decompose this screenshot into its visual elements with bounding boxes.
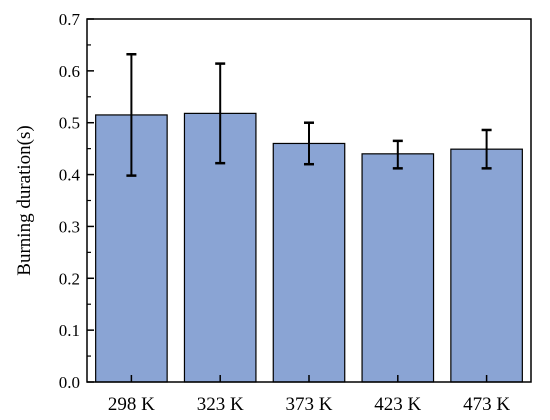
x-tick-label: 473 K bbox=[463, 394, 510, 415]
y-axis-label: Burning duration(s) bbox=[14, 125, 35, 275]
bar bbox=[272, 142, 346, 383]
y-tick-label: 0.1 bbox=[59, 321, 80, 340]
error-bars-layer bbox=[126, 53, 492, 177]
x-tick-label: 298 K bbox=[108, 394, 155, 415]
x-tick-label: 373 K bbox=[286, 394, 333, 415]
x-tick-label: 423 K bbox=[374, 394, 421, 415]
y-axis: 0.0 0.1 0.2 0.3 0.4 0.5 0.6 0.7 bbox=[59, 10, 94, 392]
y-tick-label: 0.4 bbox=[59, 166, 81, 185]
bar bbox=[450, 148, 523, 383]
y-tick-label: 0.0 bbox=[59, 373, 80, 392]
y-tick-label: 0.2 bbox=[59, 269, 80, 288]
y-tick-label: 0.5 bbox=[59, 114, 80, 133]
x-tick-label: 323 K bbox=[197, 394, 244, 415]
y-tick-label: 0.6 bbox=[59, 62, 80, 81]
x-axis: 298 K 323 K 373 K 423 K 473 K bbox=[108, 375, 510, 415]
y-tick-label: 0.7 bbox=[59, 10, 81, 29]
y-tick-label: 0.3 bbox=[59, 217, 80, 236]
bar bbox=[361, 153, 435, 383]
